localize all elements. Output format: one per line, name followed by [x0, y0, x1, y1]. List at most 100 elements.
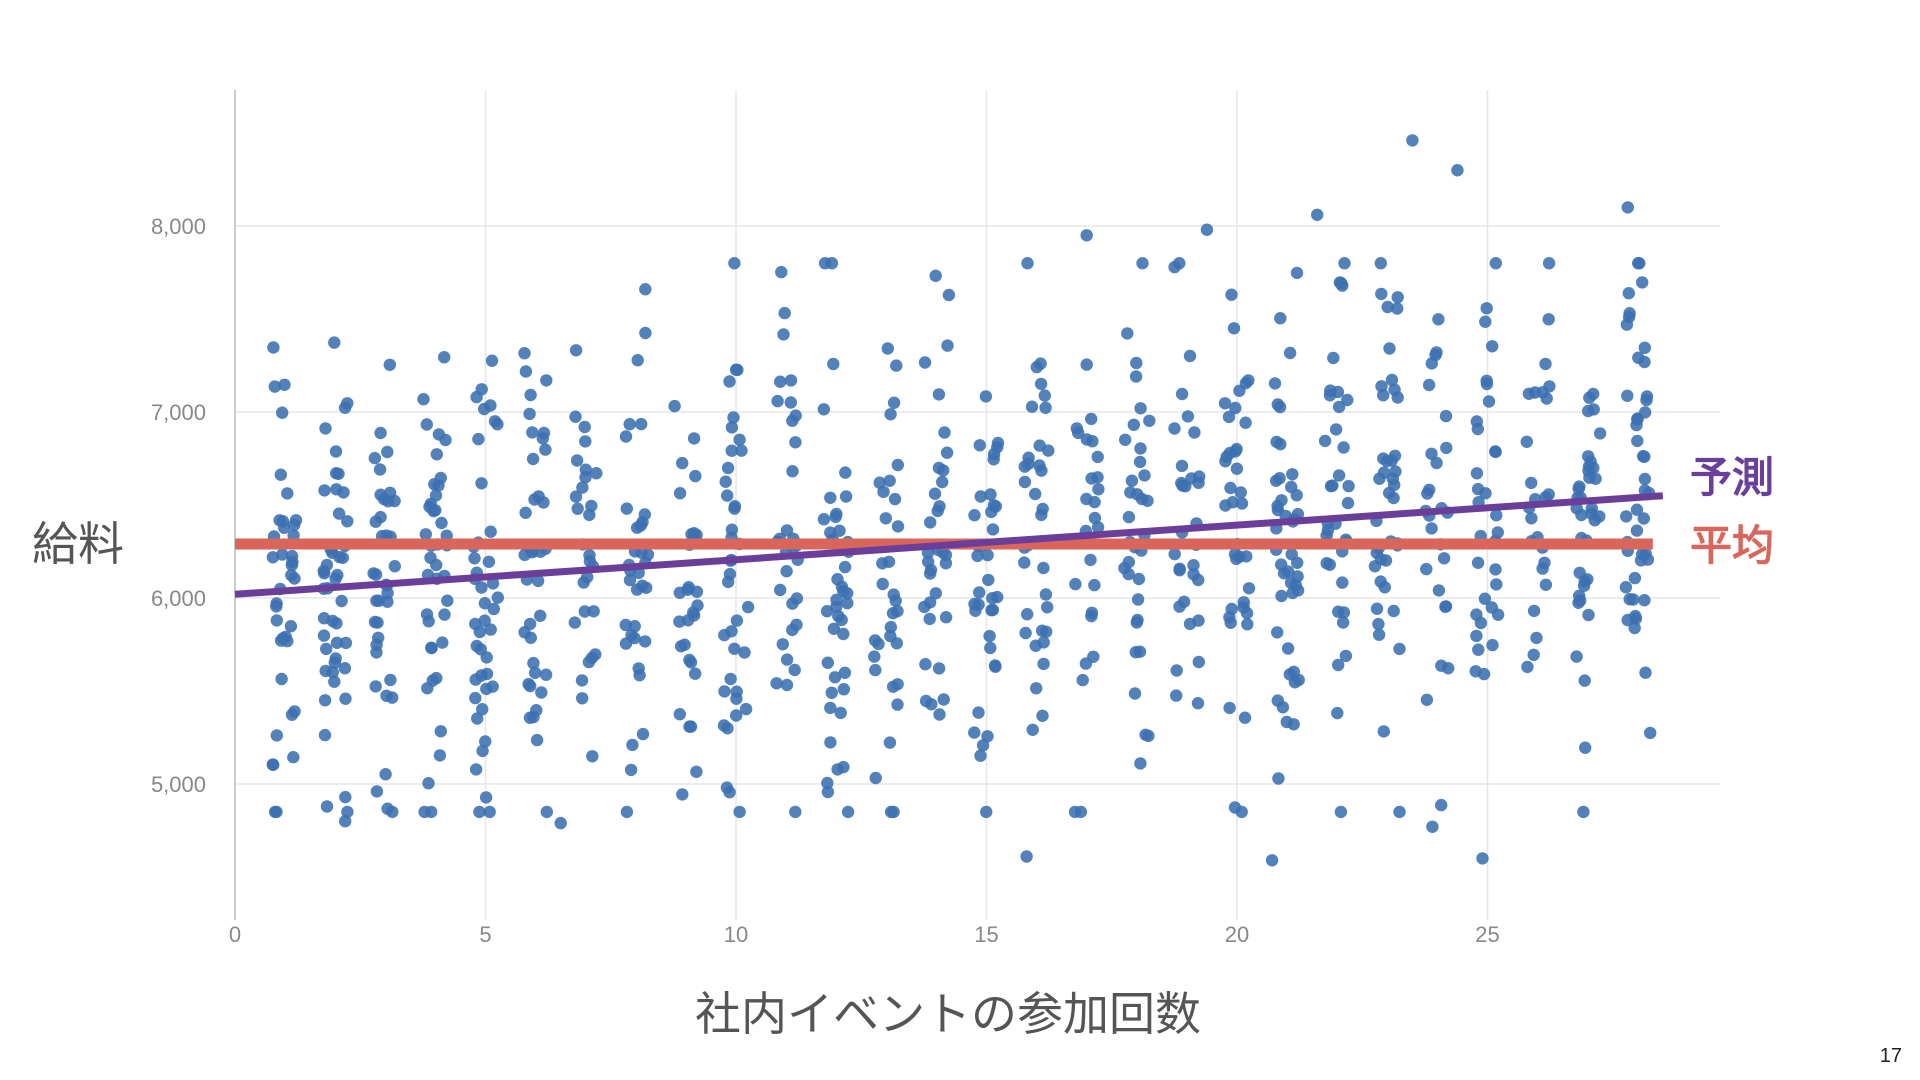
data-point [877, 485, 890, 499]
data-point [835, 613, 848, 627]
data-point [1339, 649, 1353, 663]
data-point [974, 749, 987, 762]
data-point [583, 508, 596, 522]
data-point [1479, 487, 1492, 500]
data-point [1368, 560, 1382, 573]
data-point [1538, 556, 1551, 569]
data-point [1240, 550, 1253, 563]
data-point [476, 703, 489, 716]
data-point [484, 623, 497, 636]
data-point [320, 800, 334, 813]
data-point [1020, 608, 1034, 621]
data-point [384, 673, 397, 687]
data-point [932, 662, 946, 675]
data-point [1593, 427, 1607, 440]
data-point [1375, 287, 1388, 301]
data-point [985, 604, 998, 617]
data-point [1430, 456, 1443, 470]
data-point [278, 378, 291, 391]
data-point [689, 469, 702, 483]
data-point [1037, 657, 1050, 671]
y-tick-label: 8,000 [151, 214, 206, 239]
data-point [1327, 351, 1340, 365]
data-point [1629, 609, 1642, 623]
data-point [988, 659, 1002, 672]
data-point [1223, 446, 1237, 460]
data-point [1451, 164, 1464, 177]
data-point [478, 597, 492, 610]
data-point [430, 448, 443, 461]
data-point [833, 524, 846, 537]
data-point [1470, 467, 1484, 480]
data-point [1388, 449, 1402, 462]
data-point [1425, 447, 1438, 460]
data-point [1489, 445, 1502, 458]
data-point [1020, 850, 1033, 863]
data-point [1572, 596, 1585, 609]
data-point [1623, 307, 1636, 320]
data-point [1489, 563, 1502, 576]
data-point [780, 678, 794, 692]
data-point [1290, 266, 1304, 280]
data-point [339, 815, 352, 828]
data-point [1285, 480, 1298, 494]
data-point [775, 265, 788, 279]
data-point [371, 616, 384, 629]
data-point [341, 515, 354, 528]
data-point [1485, 601, 1499, 614]
data-point [924, 563, 938, 577]
data-point [1091, 450, 1104, 464]
data-point [887, 396, 901, 409]
data-point [1085, 606, 1099, 619]
data-point [623, 418, 636, 431]
data-point [631, 354, 644, 367]
data-point [891, 458, 904, 472]
data-point [1326, 479, 1339, 492]
data-point [587, 605, 600, 618]
data-point [983, 629, 996, 643]
data-point [1223, 701, 1236, 715]
data-point [270, 614, 283, 627]
data-point [369, 680, 382, 693]
data-point [286, 555, 299, 569]
data-point [1619, 581, 1633, 594]
data-point [1389, 465, 1402, 478]
data-point [1122, 510, 1136, 524]
data-point [1644, 726, 1657, 740]
data-point [1332, 605, 1345, 618]
data-point [1271, 499, 1284, 513]
data-point [1542, 313, 1555, 326]
data-point [1332, 658, 1345, 672]
data-point [1142, 729, 1155, 743]
data-point [569, 490, 583, 503]
data-point [929, 587, 942, 600]
data-point [1582, 608, 1595, 622]
data-point [1029, 487, 1042, 501]
data-point [727, 411, 740, 424]
data-point [1192, 614, 1205, 627]
data-point [1131, 593, 1145, 606]
data-point [730, 614, 744, 627]
data-point [570, 454, 584, 467]
data-point [539, 443, 552, 456]
data-point [1192, 655, 1206, 669]
data-point [1381, 300, 1394, 314]
data-point [441, 594, 454, 607]
data-point [1377, 725, 1391, 738]
data-point [673, 487, 687, 500]
x-tick-label: 10 [724, 922, 748, 947]
data-point [381, 445, 394, 459]
data-point [918, 600, 931, 614]
data-point [1338, 257, 1351, 270]
data-point [891, 520, 905, 533]
data-point [636, 727, 650, 741]
data-point [620, 502, 633, 515]
data-point [428, 478, 441, 491]
page-number: 17 [1879, 1045, 1902, 1067]
data-point [887, 805, 900, 819]
data-point [1134, 442, 1147, 455]
data-point [640, 581, 653, 594]
y-tick-label: 6,000 [151, 586, 206, 611]
data-point [373, 463, 387, 476]
